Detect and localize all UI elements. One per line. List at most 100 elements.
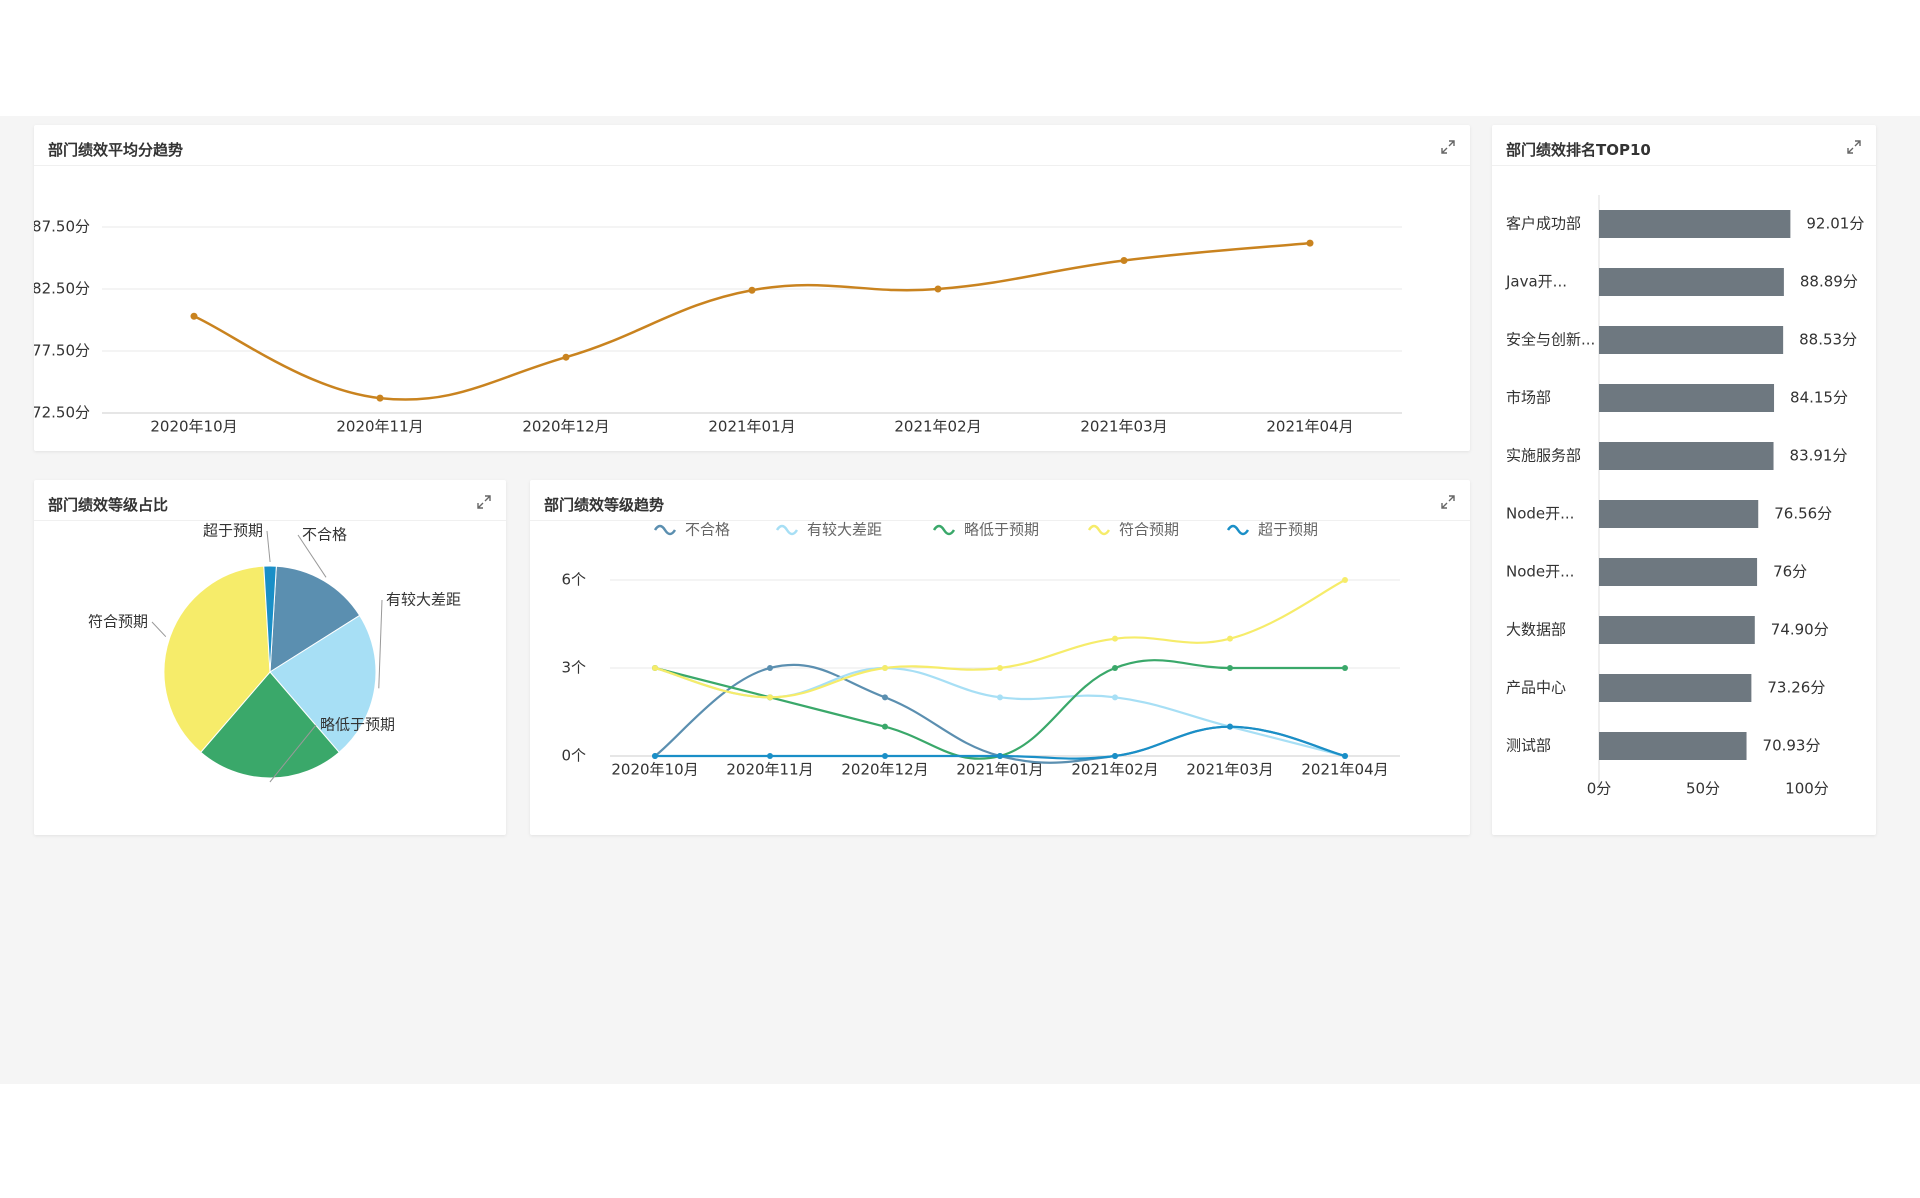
bar-category-label: Java开... (1505, 273, 1567, 291)
x-tick-label: 2020年11月 (336, 418, 423, 436)
avg-score-point (562, 353, 570, 361)
grade-series-point (882, 723, 888, 730)
grade-series-point (1112, 694, 1118, 701)
x-tick-label: 2021年04月 (1301, 761, 1388, 779)
bar-value-label: 76.56分 (1774, 505, 1832, 523)
bar-value-label: 83.91分 (1790, 447, 1848, 465)
legend-swatch (775, 524, 799, 536)
pie-label-leader (378, 599, 383, 689)
x-tick-label: 2021年03月 (1186, 761, 1273, 779)
bar-category-label: 大数据部 (1506, 621, 1566, 639)
ranking-bar (1599, 674, 1752, 702)
y-tick-label: 3个 (561, 659, 586, 677)
bar-value-label: 73.26分 (1767, 679, 1825, 697)
grade-series-point (1342, 577, 1348, 583)
legend-swatch (932, 524, 956, 536)
x-tick-label: 2021年04月 (1266, 418, 1353, 436)
legend-swatch (1226, 524, 1250, 536)
grade-series-point (882, 694, 888, 701)
grade-trend-chart: 不合格 有较大差距 略低于预期 符合预期 超于预期 0个 3个 6个 2020年10月 2020年… (561, 521, 1400, 779)
ranking-panel: 部门绩效排名TOP10 客户成功部 92.01分 Java开... 88.89分 安全与… (1492, 125, 1876, 835)
legend-swatch (1087, 524, 1111, 536)
bar-category-label: 实施服务部 (1506, 447, 1581, 465)
grade-trend-title: 部门绩效等级趋势 (544, 496, 665, 514)
grade-series-point (767, 665, 773, 671)
bar-category-label: 安全与创新... (1506, 331, 1595, 349)
pie-slice-label: 不合格 (302, 526, 347, 544)
bar-value-label: 70.93分 (1763, 737, 1821, 755)
x-tick-label: 100分 (1785, 780, 1829, 798)
expand-icon[interactable] (1846, 139, 1862, 155)
legend-swatch (653, 524, 677, 536)
expand-icon[interactable] (476, 494, 492, 510)
avg-score-point (376, 394, 384, 402)
expand-icon[interactable] (1440, 139, 1456, 155)
x-tick-label: 2020年12月 (841, 761, 928, 779)
ranking-bar (1599, 732, 1747, 760)
bar-category-label: 市场部 (1506, 389, 1551, 407)
avg-score-point (748, 286, 756, 294)
grade-series-point (652, 753, 658, 759)
grade-series-point (1227, 635, 1233, 642)
y-tick-label: 77.50分 (34, 342, 90, 360)
bar-category-label: 产品中心 (1506, 679, 1566, 697)
bar-value-label: 92.01分 (1806, 215, 1864, 233)
legend-label: 不合格 (685, 521, 730, 539)
panel-divider (34, 165, 1470, 166)
avg-trend-chart: 72.50分 77.50分 82.50分 87.50分 2020年10月 2020年11月… (34, 218, 1402, 436)
ranking-bar (1599, 268, 1784, 296)
expand-icon[interactable] (1440, 494, 1456, 510)
bar-category-label: 客户成功部 (1506, 215, 1581, 233)
x-tick-label: 2020年12月 (522, 418, 609, 436)
pie-slice (200, 671, 340, 779)
x-tick-label: 50分 (1686, 780, 1720, 798)
grade-series-point (997, 694, 1003, 701)
grade-series-point (1112, 635, 1118, 642)
x-tick-label: 0分 (1587, 780, 1612, 798)
y-tick-label: 6个 (561, 571, 586, 589)
pie-slice (263, 565, 277, 673)
ranking-bar (1599, 616, 1755, 644)
x-tick-label: 2021年03月 (1080, 418, 1167, 436)
bar-category-label: Node开... (1506, 505, 1574, 523)
bar-category-label: 测试部 (1506, 737, 1551, 755)
panel-divider (530, 520, 1470, 521)
avg-trend-panel: 部门绩效平均分趋势 72.50分 77.50分 82.50分 87.50分 2020年1… (34, 125, 1470, 451)
pie-label-leader (266, 530, 271, 563)
x-tick-label: 2020年10月 (611, 761, 698, 779)
grade-series-point (997, 665, 1003, 671)
pie-slice (269, 565, 361, 673)
ranking-bar (1599, 500, 1759, 528)
pie-slice-label: 略低于预期 (320, 716, 395, 734)
bar-category-label: Node开... (1506, 563, 1574, 581)
bar-value-label: 74.90分 (1771, 621, 1829, 639)
pie-label-leader (269, 724, 317, 783)
grade-series-line (654, 579, 1346, 699)
grade-trend-panel: 部门绩效等级趋势 不合格 有较大差距 略低于预期 符合预期 超于预期 0个 3个 6个 2020… (530, 480, 1470, 835)
grade-series-line (654, 659, 1345, 760)
y-tick-label: 0个 (561, 747, 586, 765)
legend-label: 略低于预期 (964, 521, 1039, 539)
grade-series-point (1112, 665, 1118, 671)
grade-series-point (882, 665, 888, 671)
grade-series-point (1342, 753, 1348, 759)
bar-value-label: 84.15分 (1790, 389, 1848, 407)
panel-divider (1492, 165, 1876, 166)
x-tick-label: 2021年01月 (708, 418, 795, 436)
grade-series-point (1112, 753, 1118, 759)
y-tick-label: 87.50分 (34, 218, 90, 236)
avg-score-point (190, 312, 198, 320)
y-tick-label: 82.50分 (34, 280, 90, 298)
avg-score-point (934, 285, 942, 293)
grade-series-point (767, 753, 773, 759)
grade-share-title: 部门绩效等级占比 (48, 496, 169, 514)
y-tick-label: 72.50分 (34, 404, 90, 422)
pie-slice-label: 有较大差距 (386, 591, 461, 609)
x-tick-label: 2021年02月 (1071, 761, 1158, 779)
grade-series-point (1342, 665, 1348, 671)
grade-series-point (767, 694, 773, 701)
x-tick-label: 2020年10月 (150, 418, 237, 436)
ranking-bar (1599, 384, 1775, 412)
bar-value-label: 88.89分 (1800, 273, 1858, 291)
x-tick-label: 2020年11月 (726, 761, 813, 779)
